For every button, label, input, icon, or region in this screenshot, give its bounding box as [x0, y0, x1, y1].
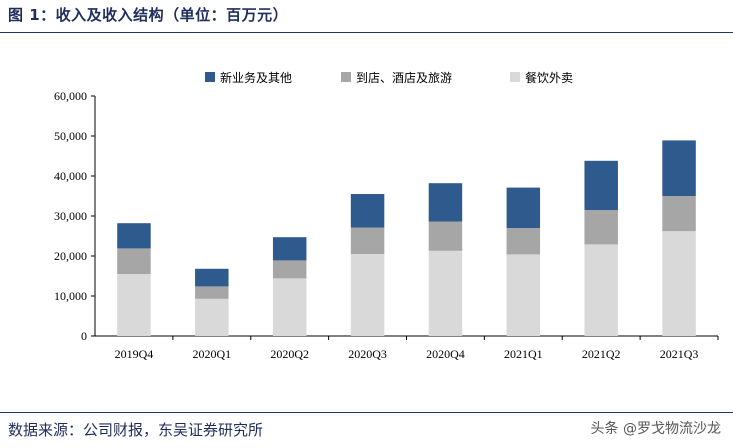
x-tick-label: 2020Q3	[348, 347, 387, 361]
x-tick-label: 2021Q2	[582, 347, 621, 361]
bar-segment	[195, 298, 229, 336]
bar-segment	[195, 268, 229, 287]
legend-swatch	[510, 72, 520, 82]
x-tick-label: 2020Q4	[426, 347, 465, 361]
title-divider	[0, 32, 733, 33]
source-divider	[0, 412, 733, 413]
bar-segment	[350, 227, 385, 254]
bar-segment	[428, 250, 463, 336]
x-tick-label: 2019Q4	[115, 347, 154, 361]
bar-segment	[195, 286, 229, 299]
legend-swatch	[341, 72, 351, 82]
x-tick-label: 2021Q1	[504, 347, 543, 361]
bar-segment	[584, 210, 618, 245]
chart-axes	[91, 95, 719, 340]
bar-segment	[117, 274, 151, 336]
bar-segment	[584, 160, 618, 210]
bar-segment	[506, 187, 541, 228]
legend-swatch	[205, 72, 215, 82]
y-tick-label: 50,000	[54, 129, 87, 143]
bar-segment	[428, 221, 463, 251]
bar-segment	[117, 248, 151, 274]
y-tick-label: 20,000	[54, 249, 87, 263]
chart-tick-labels: 0 10,000 20,000 30,000 40,000 50,000 60,000 201…	[54, 89, 698, 361]
x-tick-label: 2020Q1	[192, 347, 231, 361]
y-tick-label: 40,000	[54, 169, 87, 183]
bar-segment	[506, 228, 541, 255]
bar-segment	[272, 237, 307, 261]
x-tick-label: 2020Q2	[270, 347, 309, 361]
chart-legend: 新业务及其他 到店、酒店及旅游 餐饮外卖	[205, 70, 573, 85]
legend-label: 新业务及其他	[220, 70, 292, 85]
chart-bars	[117, 140, 696, 336]
bar-segment	[662, 140, 696, 196]
bar-segment	[117, 223, 151, 249]
bar-segment	[272, 260, 307, 279]
y-tick-label: 0	[81, 329, 87, 343]
y-tick-label: 60,000	[54, 89, 87, 103]
y-tick-label: 30,000	[54, 209, 87, 223]
legend-label: 餐饮外卖	[525, 70, 573, 85]
watermark: 头条 @罗戈物流沙龙	[590, 421, 721, 437]
bar-segment	[272, 278, 307, 336]
y-tick-label: 10,000	[54, 289, 87, 303]
bar-segment	[350, 194, 385, 228]
bar-segment	[350, 254, 385, 336]
bar-segment	[584, 244, 618, 336]
source-note: 数据来源：公司财报，东吴证券研究所	[8, 421, 264, 439]
legend-label: 到店、酒店及旅游	[356, 71, 452, 85]
chart-title: 图 1：收入及收入结构（单位：百万元）	[8, 6, 289, 24]
x-tick-label: 2021Q3	[660, 347, 699, 361]
bar-segment	[662, 231, 696, 336]
bar-segment	[428, 183, 463, 222]
bar-segment	[662, 196, 696, 232]
bar-segment	[506, 254, 541, 336]
